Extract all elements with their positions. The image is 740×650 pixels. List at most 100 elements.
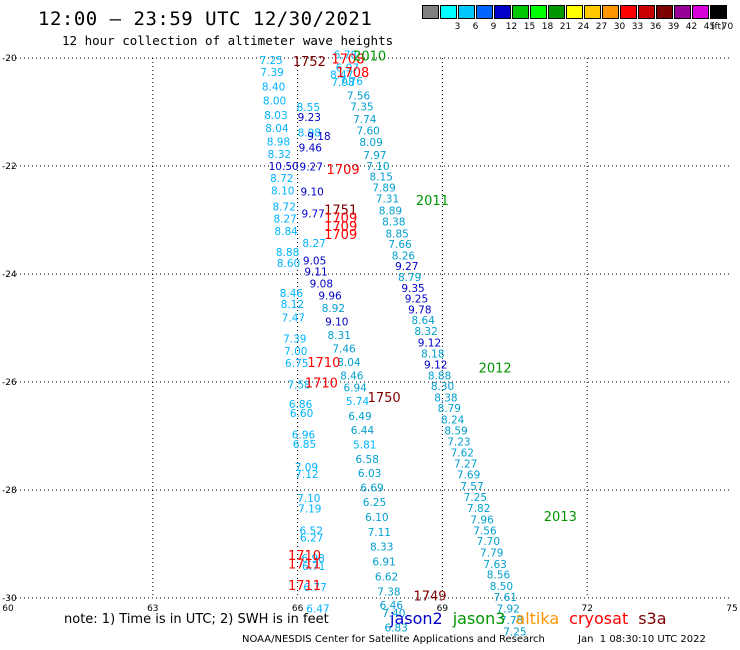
wave-height-label: 8.79 <box>398 272 421 284</box>
wave-height-label: 8.38 <box>382 216 405 228</box>
legend-label: 6 <box>472 22 479 32</box>
wave-height-label: 8.24 <box>441 415 465 427</box>
legend-label: 21 <box>559 22 572 32</box>
wave-height-label: 7.69 <box>457 470 480 482</box>
wave-height-label: 8.15 <box>370 172 393 184</box>
wave-height-label: 6.10 <box>365 512 388 524</box>
legend-swatch <box>530 5 547 19</box>
legend-label: 24 <box>577 22 590 32</box>
wave-height-label: 7.19 <box>298 504 321 516</box>
wave-height-label: 10.50 <box>269 161 299 173</box>
wave-height-label: 7.57 <box>460 481 483 493</box>
wave-height-label: 7.63 <box>483 559 506 571</box>
wave-height-label: 7.60 <box>356 126 379 138</box>
pass-time-label: 2011 <box>416 194 449 209</box>
wave-height-label: 6.25 <box>363 497 386 509</box>
wave-height-label: 7.76 <box>340 76 364 88</box>
wave-height-label: 8.72 <box>270 173 293 185</box>
wave-height-label: 6.77 <box>303 582 326 594</box>
wave-height-label: 7.10 <box>297 493 320 505</box>
wave-height-label: 9.27 <box>300 161 323 173</box>
pass-time-label: 1752 <box>293 55 326 70</box>
legend-label: 27 <box>595 22 608 32</box>
wave-height-label: 9.10 <box>300 187 323 199</box>
footer-timestamp: Jan 1 08:30:10 UTC 2022 <box>578 634 706 645</box>
wave-height-label: 8.31 <box>328 330 351 342</box>
satellite-legend: jason2 jason3 altika cryosat s3a <box>390 609 677 628</box>
wave-height-label: 6.46 <box>380 600 404 612</box>
wave-height-label: 8.12 <box>281 299 304 311</box>
wave-height-label: 7.11 <box>368 527 391 539</box>
wave-height-label: 7.79 <box>480 547 503 559</box>
wave-height-label: 6.60 <box>290 408 313 420</box>
page-title: 12:00 — 23:59 UTC 12/30/2021 <box>38 8 373 30</box>
wave-height-label: 7.46 <box>332 343 356 355</box>
legend-label: 18 <box>541 22 554 32</box>
wave-height-label: 8.27 <box>302 238 325 250</box>
wave-height-label: 8.47 <box>330 70 353 82</box>
legend-label: 70 <box>721 22 734 32</box>
pass-time-label: 1710 <box>305 376 338 391</box>
wave-height-label: 7.56 <box>473 525 497 537</box>
lon-tick-label: 75 <box>726 604 737 614</box>
wave-height-label: 6.75 <box>285 358 308 370</box>
pass-time-label: 1710 <box>288 549 321 564</box>
wave-height-label: 7.62 <box>451 448 474 460</box>
wave-height-label: 6.78 <box>334 50 357 62</box>
wave-height-label: 8.56 <box>487 570 511 582</box>
legend-label: 12 <box>505 22 518 32</box>
wave-height-label: 7.27 <box>454 458 477 470</box>
wave-height-label: 8.72 <box>273 201 296 213</box>
pass-time-label: 2010 <box>353 50 386 65</box>
satellite-altika: altika <box>515 609 560 628</box>
wave-height-label: 7.25 <box>464 492 487 504</box>
wave-height-label: 8.89 <box>379 206 402 218</box>
wave-height-label: 8.46 <box>340 370 364 382</box>
wave-height-label: 8.38 <box>434 392 457 404</box>
wave-height-label: 9.11 <box>304 267 327 279</box>
wave-height-label: 9.05 <box>303 255 326 267</box>
wave-height-label: 7.89 <box>372 182 395 194</box>
wave-height-label: 8.26 <box>392 250 416 262</box>
pass-time-label: 1749 <box>413 590 446 605</box>
wave-height-label: 8.55 <box>297 102 320 114</box>
wave-height-label: 7.10 <box>366 161 389 173</box>
wave-height-label: 6.96 <box>292 430 316 442</box>
legend-unit: (ft) <box>711 22 725 32</box>
pass-time-label: 1709 <box>324 212 357 227</box>
wave-height-label: 8.32 <box>414 326 437 338</box>
wave-height-label: 8.59 <box>444 425 467 437</box>
wave-height-label: 8.88 <box>276 247 299 259</box>
wave-height-label: 8.60 <box>277 258 300 270</box>
legend-swatch <box>548 5 565 19</box>
wave-height-label: 6.94 <box>343 383 367 395</box>
lat-tick-label: -24 <box>2 270 17 280</box>
map-grid <box>8 57 732 599</box>
wave-height-label: 8.04 <box>265 123 289 135</box>
legend-label: 15 <box>523 22 536 32</box>
pass-time-label: 1711 <box>288 579 321 594</box>
time-labels: 1752 170820101708170920111751170917091709… <box>288 50 577 605</box>
wave-height-label: 6.83 <box>384 622 407 634</box>
pass-time-label: 1709 <box>324 220 357 235</box>
wave-height-label: 8.09 <box>359 137 382 149</box>
pass-time-label: 2013 <box>544 510 577 525</box>
wave-height-label: 7.97 <box>363 150 386 162</box>
wave-height-label: 9.10 <box>325 316 348 328</box>
wave-height-label: 6.62 <box>375 572 398 584</box>
wave-height-label: 7.70 <box>477 536 500 548</box>
satellite-s3a: s3a <box>638 609 667 628</box>
wave-height-label: 6.27 <box>300 532 323 544</box>
wave-height-label: 7.35 <box>350 101 373 113</box>
legend-swatch <box>710 5 727 19</box>
footer-note: note: 1) Time is in UTC; 2) SWH is in fe… <box>64 612 329 627</box>
wave-height-label: 7.66 <box>388 239 412 251</box>
legend-label: 9 <box>490 22 497 32</box>
wave-height-label: 6.44 <box>351 425 375 437</box>
wave-height-label: 7.12 <box>295 469 318 481</box>
wave-height-label: 7.82 <box>467 503 490 515</box>
wave-height-label: 6.49 <box>348 411 371 423</box>
wave-height-label: 6.85 <box>293 439 316 451</box>
wave-height-label: 9.08 <box>310 279 333 291</box>
wave-height-label: 8.46 <box>280 288 304 300</box>
